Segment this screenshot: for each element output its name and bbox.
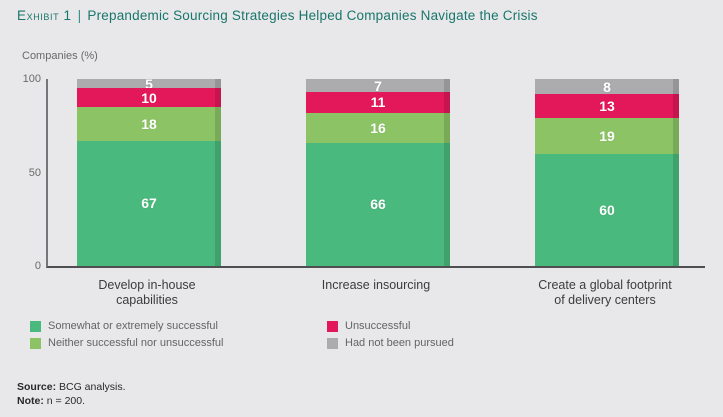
stacked-bar: 8 13 19 60 (535, 79, 679, 266)
legend-label: Unsuccessful (345, 320, 411, 332)
legend-item: Neither successful nor unsuccessful (30, 337, 223, 350)
bar-segment: 16 (306, 112, 450, 143)
y-tick-label: 0 (34, 260, 41, 272)
source-line: Source: BCG analysis. (17, 380, 126, 394)
category-label: Create a global footprint of delivery cen… (538, 278, 672, 307)
bar-segment: 18 (77, 107, 221, 141)
bar-segment: 11 (306, 92, 450, 113)
legend-column: Unsuccessful Had not been pursued (327, 320, 454, 350)
segment-value-label: 66 (370, 196, 386, 213)
exhibit-number: Exhibit 1 (17, 8, 72, 23)
bar-segment: 66 (306, 142, 450, 266)
segment-value-label: 67 (141, 195, 157, 212)
legend-swatch (30, 321, 41, 332)
segment-value-label: 7 (374, 77, 382, 94)
note-text: n = 200. (46, 395, 86, 407)
legend-label: Neither successful nor unsuccessful (48, 337, 224, 349)
legend-column: Somewhat or extremely successful Neither … (30, 320, 223, 350)
note-label: Note: (17, 395, 44, 407)
segment-value-label: 60 (599, 201, 615, 218)
bar-segment: 13 (535, 94, 679, 119)
bar-segment: 7 (306, 77, 450, 94)
bar-segment: 5 (77, 75, 221, 92)
segment-value-label: 18 (141, 115, 157, 132)
bar-segment: 67 (77, 140, 221, 266)
exhibit-title: Exhibit 1 | Prepandemic Sourcing Strategie… (17, 8, 538, 23)
stacked-bar: 5 10 18 67 (77, 75, 221, 266)
segment-value-label: 19 (599, 128, 615, 145)
segment-value-label: 5 (145, 75, 153, 92)
y-tick-label: 50 (28, 166, 41, 179)
segment-value-label: 11 (370, 94, 386, 111)
bar-segment: 60 (535, 153, 679, 266)
y-tick-label: 100 (22, 73, 41, 85)
legend-label: Had not been pursued (345, 337, 454, 349)
page-title: Prepandemic Sourcing Strategies Helped C… (87, 8, 538, 23)
segment-value-label: 10 (141, 89, 157, 106)
legend-item: Had not been pursued (327, 337, 454, 350)
footnote: Source: BCG analysis. Note: n = 200. (17, 380, 126, 408)
bar-segment: 10 (77, 88, 221, 108)
legend-swatch (30, 338, 41, 349)
bar-segment: 8 (535, 79, 679, 94)
bar-segment: 19 (535, 118, 679, 154)
segment-value-label: 16 (370, 119, 386, 136)
category-label: Increase insourcing (321, 278, 431, 292)
legend-swatch (327, 321, 338, 332)
y-axis-title: Companies (%) (22, 50, 98, 62)
legend-item: Somewhat or extremely successful (30, 320, 223, 333)
segment-value-label: 13 (599, 98, 615, 115)
plot-area: 5 10 18 67 7 11 16 66 8 13 19 60 (46, 75, 705, 268)
category-label: Develop in-house capabilities (98, 278, 196, 307)
legend-label: Somewhat or extremely successful (48, 320, 218, 332)
source-text: BCG analysis. (59, 381, 126, 393)
stacked-bar: 7 11 16 66 (306, 79, 450, 266)
legend-item: Unsuccessful (327, 320, 454, 333)
source-label: Source: (17, 381, 57, 393)
note-line: Note: n = 200. (17, 394, 126, 408)
segment-value-label: 8 (603, 78, 611, 95)
legend-swatch (327, 338, 338, 349)
title-separator: | (77, 8, 82, 23)
